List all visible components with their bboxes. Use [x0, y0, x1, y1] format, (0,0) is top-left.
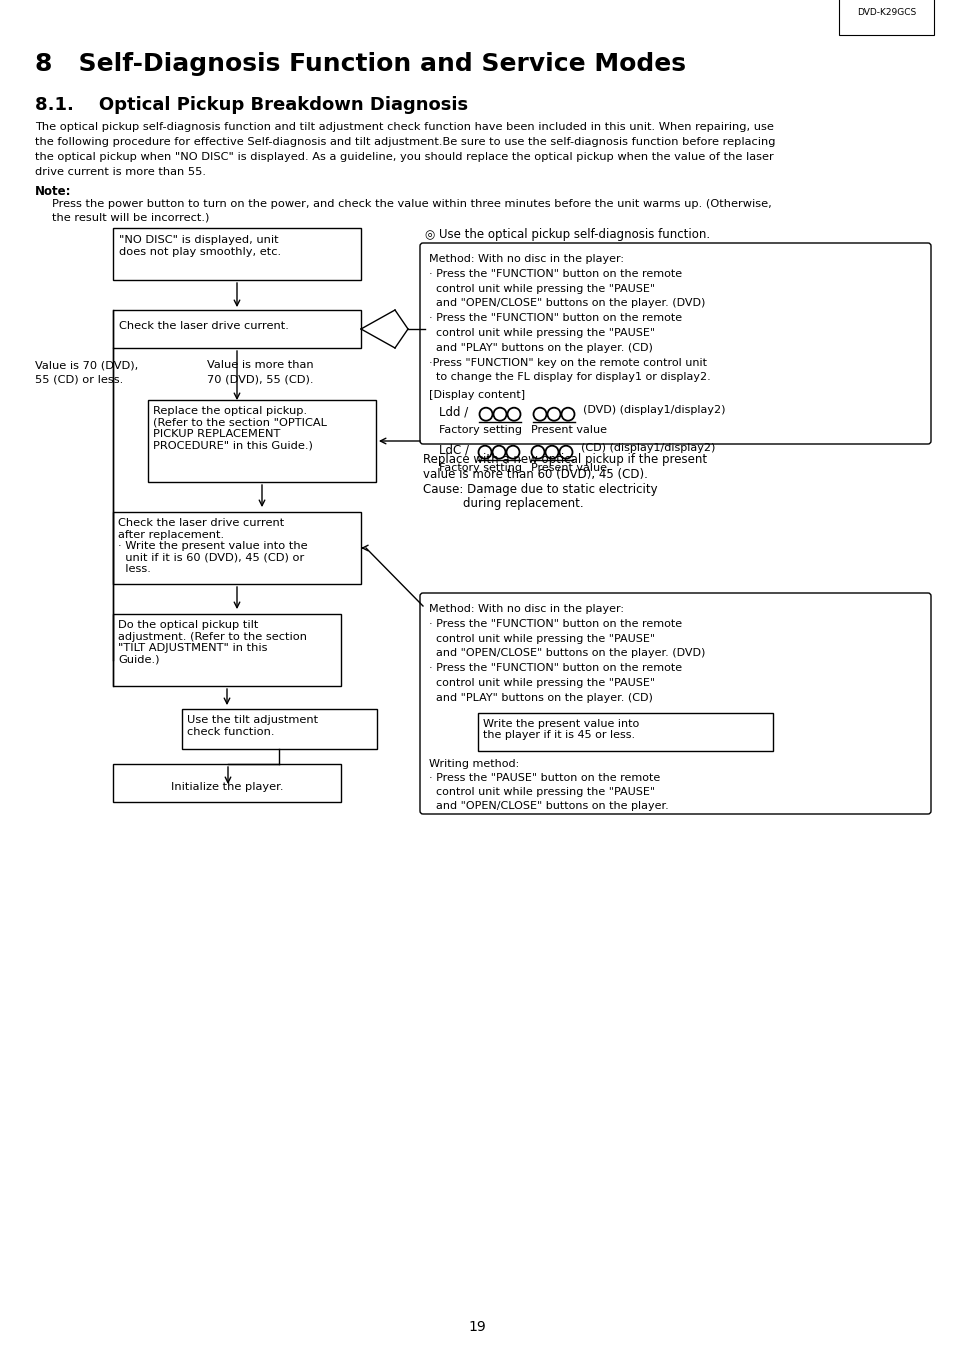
- Text: the result will be incorrect.): the result will be incorrect.): [52, 213, 209, 223]
- Text: ·Press "FUNCTION" key on the remote control unit: ·Press "FUNCTION" key on the remote cont…: [429, 358, 706, 367]
- Text: 8   Self-Diagnosis Function and Service Modes: 8 Self-Diagnosis Function and Service Mo…: [35, 51, 685, 76]
- Text: Press the power button to turn on the power, and check the value within three mi: Press the power button to turn on the po…: [52, 199, 771, 209]
- Text: and "OPEN/CLOSE" buttons on the player. (DVD): and "OPEN/CLOSE" buttons on the player. …: [429, 299, 704, 308]
- Bar: [112, 228, 360, 280]
- Text: Present value: Present value: [531, 463, 606, 473]
- Text: · Press the "FUNCTION" button on the remote: · Press the "FUNCTION" button on the rem…: [429, 663, 681, 673]
- Bar: [112, 613, 340, 686]
- Text: Check the laser drive current.: Check the laser drive current.: [119, 322, 289, 331]
- Text: · Press the "FUNCTION" button on the remote: · Press the "FUNCTION" button on the rem…: [429, 313, 681, 323]
- Text: control unit while pressing the "PAUSE": control unit while pressing the "PAUSE": [429, 786, 655, 797]
- Text: Note:: Note:: [35, 185, 71, 199]
- Text: DVD-K29GCS: DVD-K29GCS: [856, 8, 915, 18]
- Text: and "PLAY" buttons on the player. (CD): and "PLAY" buttons on the player. (CD): [429, 693, 652, 703]
- Text: and "PLAY" buttons on the player. (CD): and "PLAY" buttons on the player. (CD): [429, 343, 652, 353]
- Text: Factory setting: Factory setting: [438, 463, 521, 473]
- FancyBboxPatch shape: [419, 593, 930, 815]
- Text: ◎ Use the optical pickup self-diagnosis function.: ◎ Use the optical pickup self-diagnosis …: [424, 228, 709, 240]
- Text: control unit while pressing the "PAUSE": control unit while pressing the "PAUSE": [429, 678, 655, 688]
- Text: (CD) (display1/display2): (CD) (display1/display2): [580, 443, 715, 453]
- Text: to change the FL display for display1 or display2.: to change the FL display for display1 or…: [429, 373, 710, 382]
- Bar: [182, 709, 376, 748]
- Text: Initialize the player.: Initialize the player.: [171, 782, 283, 792]
- Text: drive current is more than 55.: drive current is more than 55.: [35, 168, 206, 177]
- Text: Writing method:: Writing method:: [429, 759, 518, 769]
- Text: (DVD) (display1/display2): (DVD) (display1/display2): [582, 405, 724, 415]
- Text: and "OPEN/CLOSE" buttons on the player. (DVD): and "OPEN/CLOSE" buttons on the player. …: [429, 648, 704, 658]
- Bar: [112, 309, 360, 349]
- Text: during replacement.: during replacement.: [462, 497, 583, 509]
- Text: Check the laser drive current
after replacement.
· Write the present value into : Check the laser drive current after repl…: [118, 517, 307, 574]
- Text: Value is 70 (DVD),: Value is 70 (DVD),: [35, 359, 138, 370]
- Text: Method: With no disc in the player:: Method: With no disc in the player:: [429, 254, 623, 263]
- Bar: [477, 712, 772, 751]
- Text: the optical pickup when "NO DISC" is displayed. As a guideline, you should repla: the optical pickup when "NO DISC" is dis…: [35, 153, 773, 162]
- Text: Write the present value into
the player if it is 45 or less.: Write the present value into the player …: [482, 719, 639, 740]
- Text: and "OPEN/CLOSE" buttons on the player.: and "OPEN/CLOSE" buttons on the player.: [429, 801, 668, 811]
- Bar: [112, 765, 340, 802]
- Text: control unit while pressing the "PAUSE": control unit while pressing the "PAUSE": [429, 328, 655, 338]
- FancyBboxPatch shape: [419, 243, 930, 444]
- Text: 8.1.    Optical Pickup Breakdown Diagnosis: 8.1. Optical Pickup Breakdown Diagnosis: [35, 96, 468, 113]
- Text: Factory setting: Factory setting: [438, 426, 521, 435]
- Text: Cause: Damage due to static electricity: Cause: Damage due to static electricity: [422, 484, 657, 496]
- Text: Replace with a new optical pickup if the present: Replace with a new optical pickup if the…: [422, 453, 706, 466]
- Text: Present value: Present value: [531, 426, 606, 435]
- Text: 70 (DVD), 55 (CD).: 70 (DVD), 55 (CD).: [207, 374, 314, 384]
- Text: · Press the "FUNCTION" button on the remote: · Press the "FUNCTION" button on the rem…: [429, 269, 681, 278]
- Text: Use the tilt adjustment
check function.: Use the tilt adjustment check function.: [187, 715, 317, 736]
- Text: control unit while pressing the "PAUSE": control unit while pressing the "PAUSE": [429, 634, 655, 643]
- Text: value is more than 60 (DVD), 45 (CD).: value is more than 60 (DVD), 45 (CD).: [422, 467, 647, 481]
- Text: Value is more than: Value is more than: [207, 359, 314, 370]
- Text: 55 (CD) or less.: 55 (CD) or less.: [35, 374, 123, 384]
- Text: Method: With no disc in the player:: Method: With no disc in the player:: [429, 604, 623, 613]
- Text: control unit while pressing the "PAUSE": control unit while pressing the "PAUSE": [429, 284, 655, 293]
- Text: · Press the "FUNCTION" button on the remote: · Press the "FUNCTION" button on the rem…: [429, 619, 681, 628]
- Text: 19: 19: [468, 1320, 485, 1333]
- Text: [Display content]: [Display content]: [429, 390, 524, 400]
- Text: The optical pickup self-diagnosis function and tilt adjustment check function ha: The optical pickup self-diagnosis functi…: [35, 122, 773, 132]
- Text: "NO DISC" is displayed, unit
does not play smoothly, etc.: "NO DISC" is displayed, unit does not pl…: [119, 235, 281, 257]
- Text: Do the optical pickup tilt
adjustment. (Refer to the section
"TILT ADJUSTMENT" i: Do the optical pickup tilt adjustment. (…: [118, 620, 307, 665]
- Text: LdC /: LdC /: [438, 443, 469, 457]
- Bar: [112, 512, 360, 584]
- Text: · Press the "PAUSE" button on the remote: · Press the "PAUSE" button on the remote: [429, 773, 659, 782]
- Text: the following procedure for effective Self-diagnosis and tilt adjustment.Be sure: the following procedure for effective Se…: [35, 136, 775, 147]
- Text: Replace the optical pickup.
(Refer to the section "OPTICAL
PICKUP REPLACEMENT
PR: Replace the optical pickup. (Refer to th…: [152, 407, 327, 451]
- Bar: [148, 400, 375, 482]
- Text: Ldd /: Ldd /: [438, 405, 468, 419]
